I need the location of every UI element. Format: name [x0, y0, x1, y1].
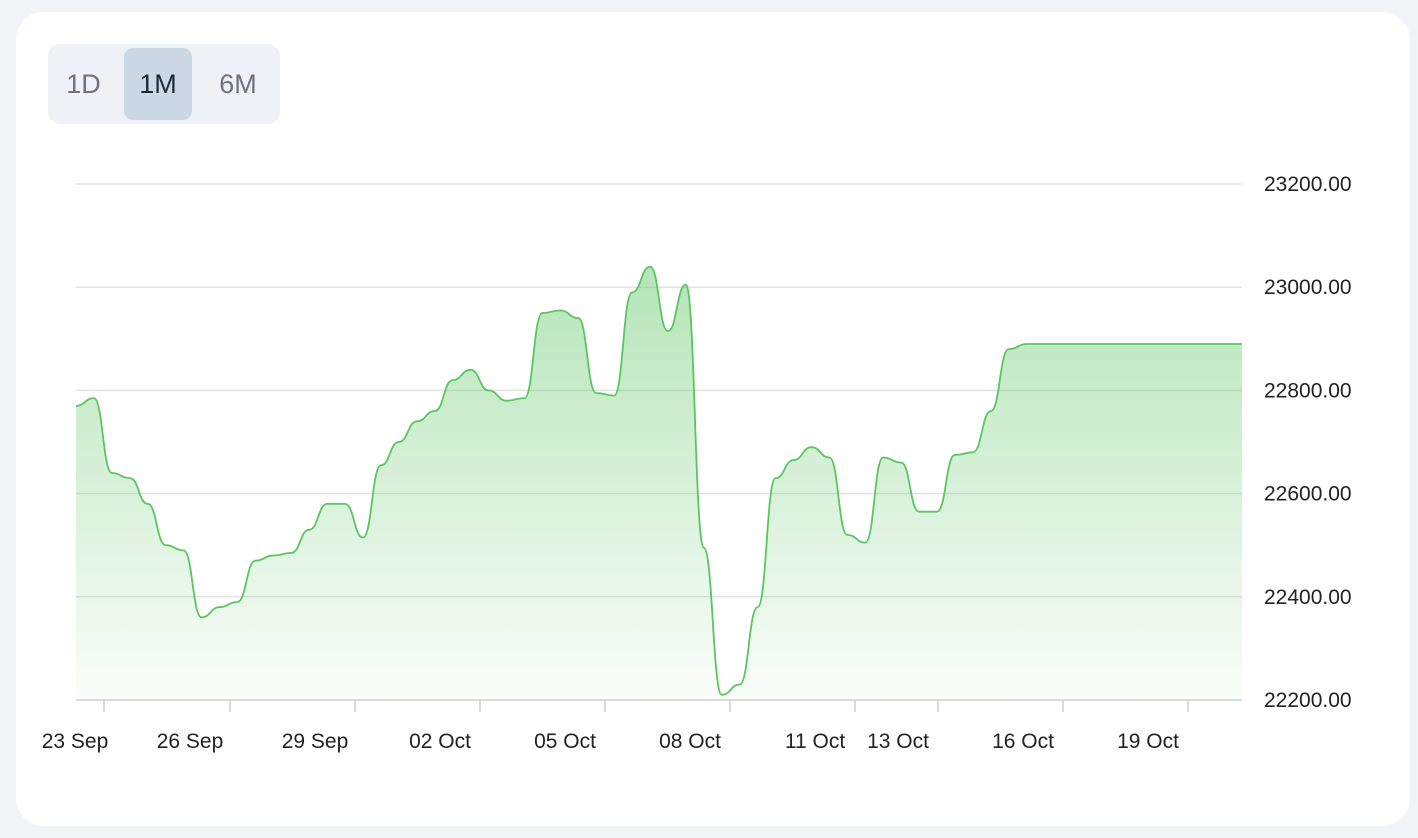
y-tick-label: 22800.00	[1264, 379, 1352, 402]
x-tick-label: 02 Oct	[409, 730, 471, 753]
y-tick-label: 23200.00	[1264, 173, 1352, 196]
range-button-1m[interactable]: 1M	[124, 48, 192, 120]
x-tick-label: 16 Oct	[992, 730, 1054, 753]
x-tick-label: 05 Oct	[534, 730, 596, 753]
y-tick-label: 22600.00	[1264, 483, 1352, 506]
y-tick-label: 22200.00	[1264, 689, 1352, 712]
range-selector: 1D 1M 6M	[48, 44, 280, 124]
y-tick-label: 22400.00	[1264, 586, 1352, 609]
x-tick-label: 26 Sep	[157, 730, 224, 753]
series-area	[76, 266, 1242, 700]
range-button-6m[interactable]: 6M	[204, 48, 272, 120]
x-tick-label: 29 Sep	[282, 730, 349, 753]
x-tick-label: 23 Sep	[42, 730, 109, 753]
series-line	[75, 265, 1242, 696]
range-button-1d[interactable]: 1D	[56, 48, 111, 120]
x-tick-label: 13 Oct	[867, 730, 929, 753]
x-tick-label: 08 Oct	[659, 730, 721, 753]
y-tick-label: 23000.00	[1264, 276, 1352, 299]
x-tick-label: 11 Oct	[785, 730, 845, 753]
x-tick-label: 19 Oct	[1117, 730, 1179, 753]
